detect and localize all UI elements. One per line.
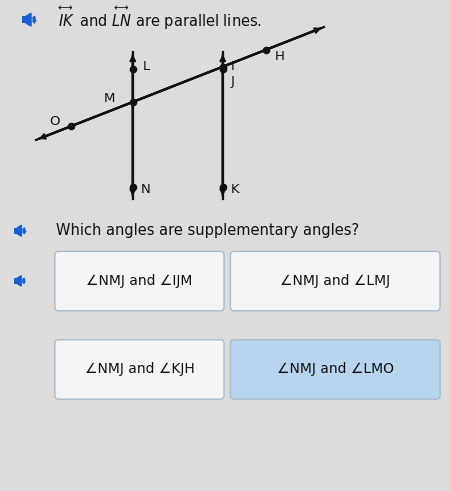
Polygon shape <box>17 276 21 286</box>
Text: K: K <box>231 183 239 195</box>
Text: N: N <box>141 183 151 195</box>
FancyBboxPatch shape <box>22 16 26 23</box>
FancyBboxPatch shape <box>14 228 17 234</box>
FancyBboxPatch shape <box>230 251 440 311</box>
Text: ∠NMJ and ∠LMO: ∠NMJ and ∠LMO <box>277 362 394 377</box>
Text: Which angles are supplementary angles?: Which angles are supplementary angles? <box>56 223 360 238</box>
Text: H: H <box>274 51 284 63</box>
Text: ∠NMJ and ∠LMJ: ∠NMJ and ∠LMJ <box>280 274 390 288</box>
Text: $\overset{\longleftrightarrow}{IK}$ and $\overset{\longleftrightarrow}{LN}$ are : $\overset{\longleftrightarrow}{IK}$ and … <box>56 5 262 32</box>
Text: I: I <box>231 60 234 73</box>
Text: J: J <box>231 75 235 88</box>
FancyBboxPatch shape <box>14 278 17 284</box>
Text: L: L <box>143 60 150 73</box>
Text: ∠NMJ and ∠KJH: ∠NMJ and ∠KJH <box>85 362 194 377</box>
Text: O: O <box>49 115 59 128</box>
Polygon shape <box>26 13 31 26</box>
Polygon shape <box>17 225 22 236</box>
Text: M: M <box>104 91 115 105</box>
FancyBboxPatch shape <box>55 251 224 311</box>
Text: ∠NMJ and ∠IJM: ∠NMJ and ∠IJM <box>86 274 193 288</box>
FancyBboxPatch shape <box>230 340 440 399</box>
FancyBboxPatch shape <box>55 340 224 399</box>
